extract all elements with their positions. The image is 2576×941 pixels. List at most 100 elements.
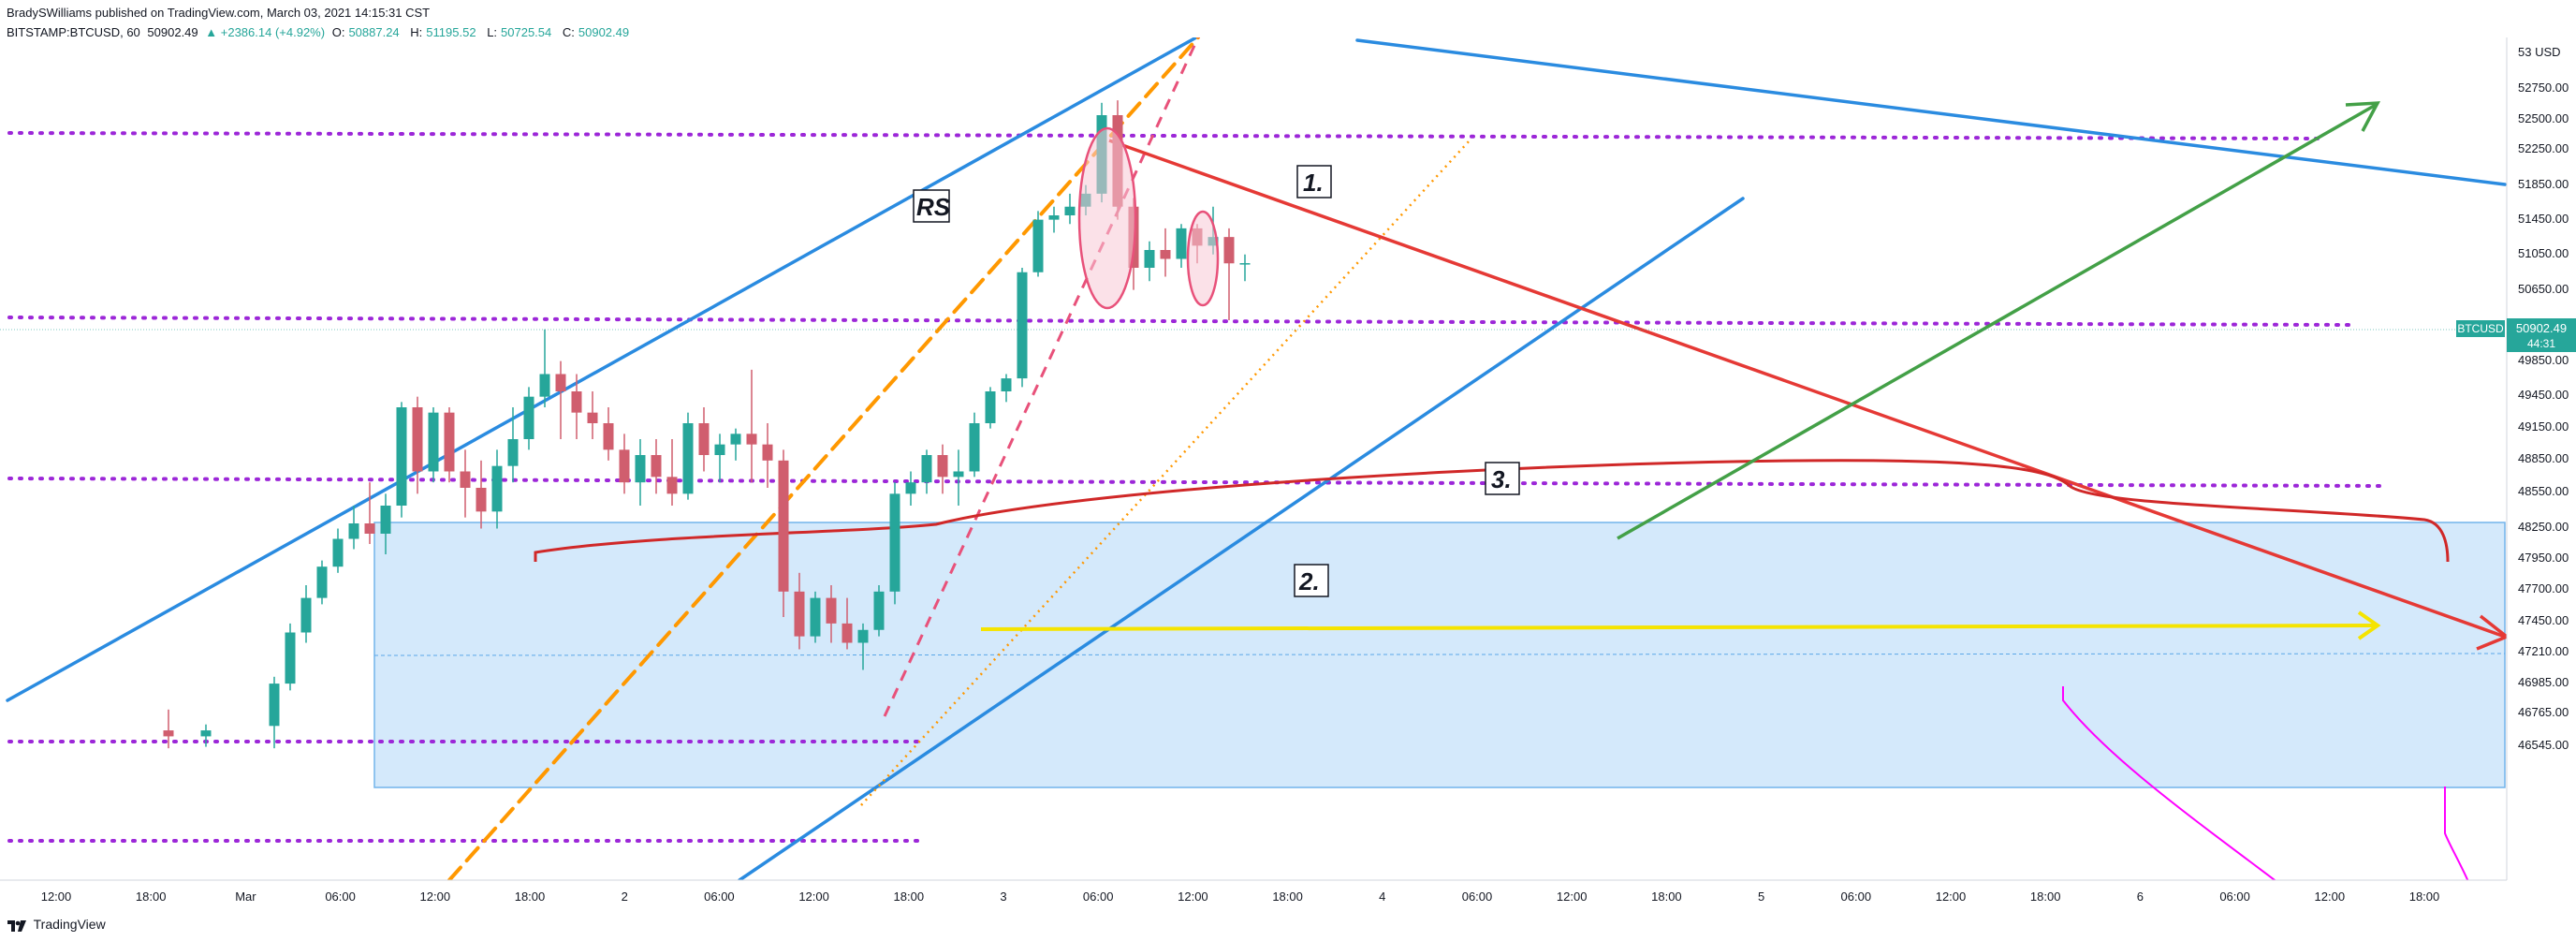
candle [285, 623, 296, 691]
candle [651, 439, 662, 494]
candle-body [380, 506, 391, 534]
tradingview-logo-icon [7, 919, 26, 933]
candle [953, 449, 964, 506]
time-axis[interactable] [0, 880, 2507, 916]
candle [1160, 228, 1171, 277]
candle-body [762, 444, 773, 461]
head-highlight-ellipse [1077, 126, 1137, 310]
candle [619, 434, 630, 494]
annotation-3[interactable]: 3. [1485, 462, 1520, 495]
candle [857, 623, 869, 670]
y-tick-label: 49850.00 [2518, 353, 2569, 367]
x-tick-label: 12:00 [2315, 890, 2346, 904]
last-price: 50902.49 [147, 25, 198, 39]
y-axis-top-label: 53 USD [2518, 45, 2561, 59]
y-tick-label: 47700.00 [2518, 581, 2569, 595]
open-value: 50887.24 [348, 25, 400, 39]
candle [571, 374, 582, 439]
x-tick-label: 2 [622, 890, 628, 904]
candle-body [937, 455, 948, 478]
x-tick-label: 18:00 [2409, 890, 2440, 904]
x-tick-label: 12:00 [1936, 890, 1967, 904]
y-tick-label: 52500.00 [2518, 111, 2569, 125]
candle [682, 412, 694, 500]
candle-body [285, 632, 296, 684]
candle [316, 560, 328, 605]
chart-header: BradySWilliams published on TradingView.… [7, 3, 637, 42]
upper-channel-line [6, 37, 1198, 702]
candle [810, 591, 821, 643]
candle-body [1032, 219, 1044, 272]
candle-body [571, 391, 582, 413]
candle-body [163, 730, 174, 737]
price-chart[interactable]: 1. 2. 3. RS 52750.00 52500.00 52250.00 5185… [0, 37, 2576, 916]
candle-body [905, 482, 916, 494]
x-tick-label: 12:00 [798, 890, 829, 904]
orange-dashed-line [447, 37, 1200, 882]
pink-dashed-line [883, 37, 1200, 717]
annotation-2[interactable]: 2. [1294, 564, 1329, 597]
open-label: O: [331, 25, 345, 39]
candle-body [714, 444, 725, 455]
red-projection-curve [534, 459, 2450, 563]
y-tick-label: 52750.00 [2518, 81, 2569, 95]
y-tick-label: 51050.00 [2518, 246, 2569, 260]
candle [1048, 206, 1060, 233]
publish-info: BradySWilliams published on TradingView.… [7, 6, 431, 20]
candle [746, 369, 757, 483]
x-tick-label: 06:00 [704, 890, 735, 904]
candle [587, 391, 598, 439]
candle [460, 449, 471, 518]
x-tick-label: 06:00 [1083, 890, 1114, 904]
annotation-1[interactable]: 1. [1296, 165, 1332, 198]
candle-body [476, 488, 487, 512]
close-value: 50902.49 [578, 25, 630, 39]
x-tick-label: 12:00 [420, 890, 451, 904]
candle-body [730, 434, 741, 445]
candle-body [1017, 272, 1028, 379]
svg-text:50902.49: 50902.49 [2516, 321, 2567, 335]
y-axis-ticks: 52750.00 52500.00 52250.00 51850.00 51450.00… [2518, 81, 2569, 752]
long-downtrend-line [1355, 38, 2507, 186]
x-tick-label: 12:00 [41, 890, 72, 904]
candle-body [985, 391, 996, 423]
candle [985, 387, 996, 429]
candle [332, 528, 344, 573]
x-tick-label: 5 [1758, 890, 1764, 904]
footer: TradingView [7, 917, 106, 933]
candle-body [491, 465, 503, 512]
candle-body [682, 423, 694, 494]
candle-body [635, 455, 646, 483]
lower-channel-line [738, 197, 1745, 882]
ohlc-row: BITSTAMP:BTCUSD, 60 50902.49 ▲ +2386.14 … [7, 22, 637, 42]
candle [1017, 268, 1028, 388]
candle-body [507, 439, 519, 466]
candle-body [1223, 237, 1235, 264]
y-tick-label: 49450.00 [2518, 388, 2569, 402]
y-tick-label: 46545.00 [2518, 738, 2569, 752]
candle-body [826, 597, 837, 624]
y-tick-label: 52250.00 [2518, 141, 2569, 155]
x-tick-label: 18:00 [1651, 890, 1682, 904]
candle-body [603, 423, 614, 450]
candle [539, 329, 550, 407]
symbol-label[interactable]: BITSTAMP:BTCUSD, 60 [7, 25, 140, 39]
red-downtrend-arrow [1108, 139, 2506, 639]
candle [1223, 228, 1235, 320]
candle-body [619, 449, 630, 483]
x-tick-label: 4 [1379, 890, 1385, 904]
svg-text:44:31: 44:31 [2527, 337, 2555, 350]
x-tick-label: 06:00 [325, 890, 356, 904]
candle [1176, 224, 1187, 268]
candle [842, 597, 853, 650]
candle-body [889, 493, 900, 592]
footer-brand: TradingView [33, 917, 106, 932]
x-tick-label: 12:00 [1178, 890, 1208, 904]
candle [889, 482, 900, 605]
annotation-rs[interactable]: RS [913, 189, 951, 223]
price-axis[interactable] [2507, 37, 2576, 880]
candle-body [200, 730, 212, 737]
level-51050 [7, 316, 2351, 327]
y-tick-label: 48250.00 [2518, 520, 2569, 534]
candle [666, 439, 678, 506]
